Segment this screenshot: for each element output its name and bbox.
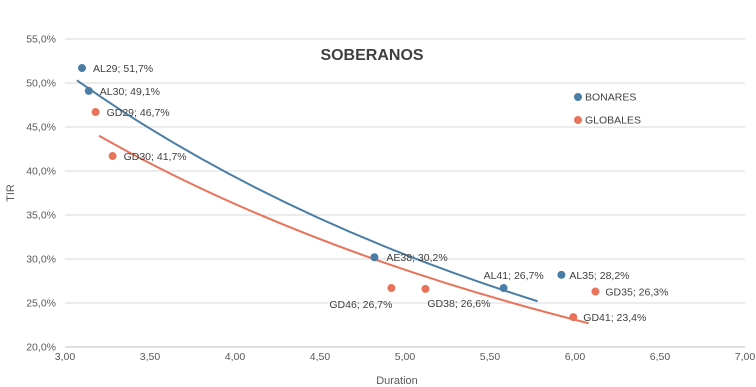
data-point [591,287,600,296]
trendlines [76,79,589,325]
x-tick-label: 6,50 [650,351,671,363]
data-point [421,284,430,293]
legend: BONARES GLOBALES [574,92,641,127]
y-axis-title: TIR [5,184,17,202]
data-label: GD29; 46,7% [107,107,170,119]
data-point [387,284,396,293]
data-label: GD38; 26,6% [427,298,490,310]
legend-marker [574,93,582,101]
y-tick-label: 30,0% [26,254,56,266]
data-label: AL41; 26,7% [484,270,544,282]
data-label: GD41; 23,4% [583,312,646,324]
data-label: GD46; 26,7% [329,299,392,311]
data-points [78,64,600,322]
legend-label: BONARES [585,92,636,104]
x-tick-label: 4,00 [225,351,246,363]
x-tick-label: 4,50 [310,351,331,363]
y-tick-label: 40,0% [26,166,56,178]
y-tick-label: 35,0% [26,210,56,222]
data-labels: AL29; 51,7% AL30; 49,1% AE38; 30,2% AL41; 2… [93,63,668,324]
data-label: GD30; 41,7% [124,151,187,163]
y-tick-label: 25,0% [26,298,56,310]
data-point [108,152,117,161]
data-point [84,86,93,95]
x-tick-label: 7,00 [735,351,756,363]
y-tick-labels: 20,0% 25,0% 30,0% 35,0% 40,0% 45,0% 50,0% 55,0% [26,34,56,354]
x-axis-title: Duration [376,375,418,387]
data-label: AL30; 49,1% [100,86,160,98]
y-tick-label: 50,0% [26,78,56,90]
x-tick-label: 3,00 [55,351,76,363]
data-label: AL35; 28,2% [569,270,629,282]
data-point [569,313,578,322]
y-tick-label: 55,0% [26,34,56,46]
y-tick-label: 20,0% [26,342,56,354]
data-point [91,108,100,117]
data-point [499,284,508,293]
x-tick-labels: 3,00 3,50 4,00 4,50 5,00 5,50 6,00 6,50 7,00 [55,351,756,363]
x-tick-label: 5,00 [395,351,416,363]
trendline [76,79,538,303]
data-label: GD35; 26,3% [605,287,668,299]
data-point [370,253,379,262]
data-label: AE38; 30,2% [386,252,447,264]
trendline [98,134,589,325]
x-tick-label: 3,50 [140,351,161,363]
data-label: AL29; 51,7% [93,63,153,75]
gridlines [65,38,745,304]
y-tick-label: 45,0% [26,122,56,134]
data-point [78,64,86,73]
chart-title: SOBERANOS [320,47,423,64]
data-point [557,270,566,279]
legend-marker [574,116,582,124]
legend-label: GLOBALES [585,115,641,127]
x-tick-label: 5,50 [480,351,501,363]
x-tick-label: 6,00 [565,351,586,363]
